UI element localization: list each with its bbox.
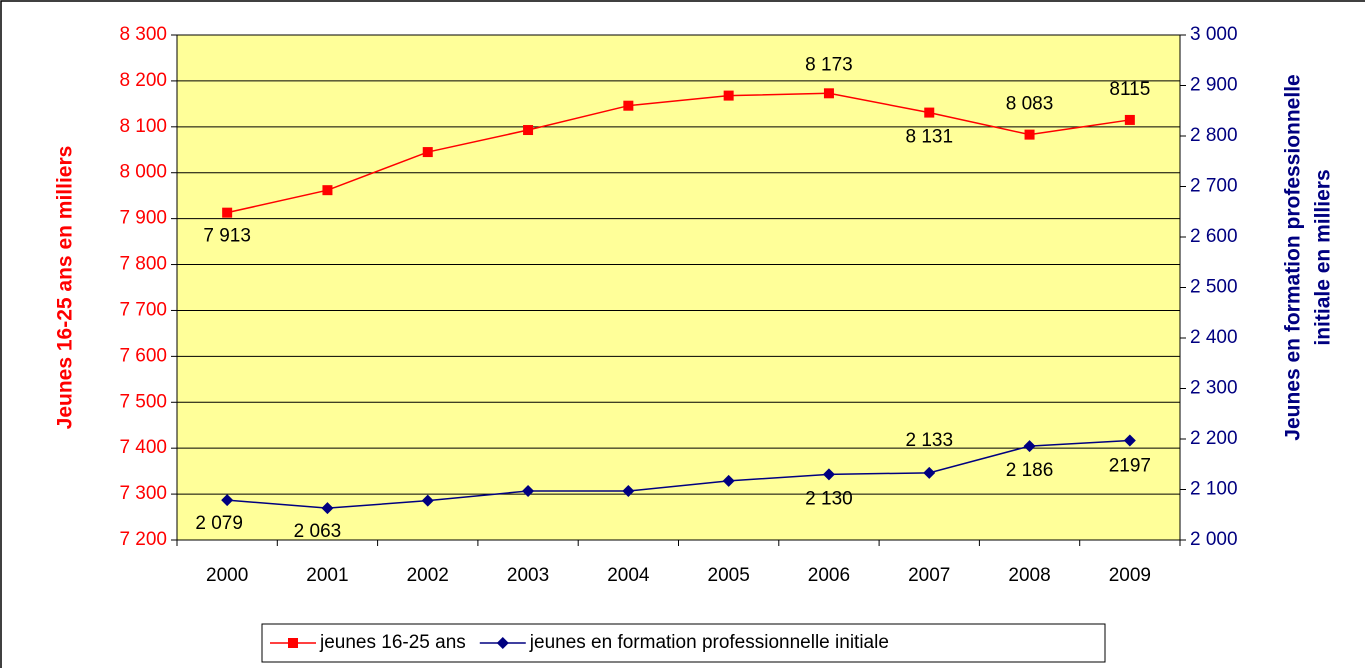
- x-tick-label: 2000: [206, 565, 248, 586]
- y2-axis-label: initiale en milliers: [1312, 169, 1335, 345]
- x-tick-label: 2003: [507, 565, 549, 586]
- y-tick-label: 7 900: [119, 208, 167, 229]
- y2-tick-label: 2 000: [1190, 529, 1238, 550]
- marker: [222, 207, 233, 218]
- data-label: 2 079: [195, 513, 243, 534]
- data-label: 2 186: [1006, 460, 1054, 481]
- y2-tick-label: 2 500: [1190, 277, 1238, 298]
- y2-tick-label: 2 200: [1190, 428, 1238, 449]
- y-axis-label: Jeunes 16-25 ans en milliers: [54, 146, 77, 430]
- y-tick-label: 7 200: [119, 529, 167, 550]
- data-label: 7 913: [203, 226, 251, 247]
- marker: [1124, 114, 1135, 125]
- marker: [722, 474, 735, 487]
- y-tick-label: 8 300: [119, 24, 167, 45]
- x-tick-label: 2001: [306, 565, 348, 586]
- marker: [923, 466, 936, 479]
- data-label: 8115: [1109, 79, 1150, 100]
- marker: [1023, 440, 1036, 453]
- marker: [523, 125, 534, 136]
- y2-tick-label: 2 400: [1190, 327, 1238, 348]
- marker: [723, 90, 734, 101]
- x-tick-label: 2009: [1109, 565, 1151, 586]
- plot-area: [176, 34, 1181, 541]
- y2-tick-label: 3 000: [1190, 24, 1238, 45]
- data-label: 2 130: [805, 488, 853, 509]
- marker: [823, 88, 834, 99]
- y2-tick-label: 2 300: [1190, 378, 1238, 399]
- y-tick-label: 7 400: [119, 437, 167, 458]
- y-tick-label: 7 700: [119, 299, 167, 320]
- y-tick-label: 7 800: [119, 254, 167, 275]
- data-label: 2197: [1109, 456, 1151, 477]
- y2-tick-label: 2 800: [1190, 125, 1238, 146]
- marker: [822, 468, 835, 481]
- marker: [422, 147, 433, 158]
- x-tick-label: 2002: [407, 565, 449, 586]
- x-tick-label: 2004: [607, 565, 650, 586]
- series-line: [227, 439, 1130, 509]
- marker: [924, 107, 935, 118]
- y2-tick-label: 2 100: [1190, 479, 1238, 500]
- marker: [622, 485, 635, 498]
- legend-label: jeunes en formation professionnelle init…: [529, 632, 889, 653]
- x-tick-label: 2005: [708, 565, 750, 586]
- data-label: 2 133: [905, 430, 953, 451]
- marker: [421, 494, 434, 507]
- y-tick-label: 8 000: [119, 162, 167, 183]
- y-tick-label: 7 500: [119, 391, 167, 412]
- marker: [221, 494, 234, 507]
- y-tick-label: 7 300: [119, 483, 167, 504]
- marker: [496, 637, 509, 649]
- series-line: [226, 92, 1130, 214]
- y2-tick-label: 2 600: [1190, 226, 1238, 247]
- marker: [288, 638, 298, 648]
- data-label: 8 083: [1006, 94, 1054, 115]
- y-tick-label: 7 600: [119, 345, 167, 366]
- y-tick-label: 8 200: [119, 70, 167, 91]
- marker: [1024, 129, 1035, 140]
- data-label: 8 173: [805, 54, 853, 75]
- x-tick-label: 2007: [908, 565, 950, 586]
- marker: [623, 100, 634, 111]
- legend-box: [261, 623, 1106, 663]
- x-tick-label: 2008: [1008, 565, 1050, 586]
- marker: [1123, 434, 1136, 447]
- y2-axis-label: Jeunes en formation professionnelle: [1282, 74, 1305, 440]
- y2-tick-label: 2 900: [1190, 75, 1238, 96]
- legend-label: jeunes 16-25 ans: [319, 632, 466, 653]
- data-label: 2 063: [294, 521, 342, 542]
- marker: [321, 502, 334, 515]
- x-tick-label: 2006: [808, 565, 850, 586]
- marker: [522, 485, 535, 498]
- y-tick-label: 8 100: [119, 116, 167, 137]
- data-label: 8 131: [905, 127, 953, 148]
- y2-tick-label: 2 700: [1190, 176, 1238, 197]
- marker: [322, 185, 333, 196]
